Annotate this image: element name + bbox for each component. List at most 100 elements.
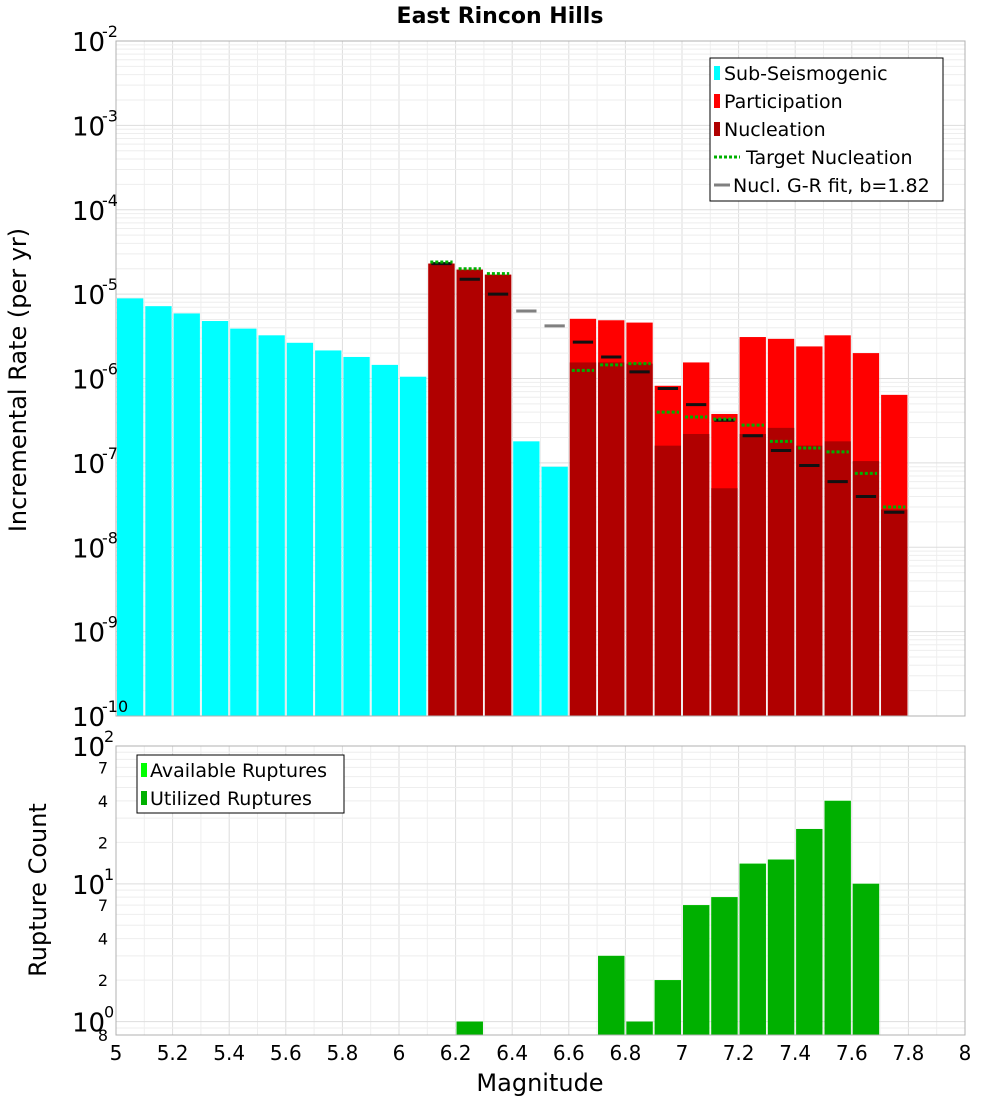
legend-label-nucleation: Nucleation	[724, 119, 826, 141]
nucleation-bar	[711, 488, 738, 716]
bottom-y-tick-base: 10	[72, 1009, 105, 1039]
sub-seismogenic-bar	[117, 298, 144, 716]
top-y-tick-base: 10	[72, 197, 105, 227]
top-y-tick-base: 10	[72, 112, 105, 142]
bottom-y-minor-tick: 4	[98, 930, 108, 949]
top-y-tick-base: 10	[72, 450, 105, 480]
legend-label-gr-fit: Nucl. G-R fit, b=1.82	[733, 175, 930, 197]
chart-title: East Rincon Hills	[397, 4, 604, 29]
utilized-ruptures-bar	[767, 859, 795, 1035]
bottom-legend-box	[136, 754, 345, 814]
sub-seismogenic-bar	[315, 350, 342, 716]
sub-seismogenic-bar	[343, 356, 370, 716]
top-y-tick: 10-8	[72, 528, 118, 564]
utilized-ruptures-bar	[626, 1021, 653, 1035]
nucleation-bar	[428, 263, 455, 716]
utilized-ruptures-bar	[796, 828, 823, 1035]
nucleation-bar	[824, 441, 851, 716]
nucleation-bar	[626, 363, 653, 716]
top-y-tick-exp: -6	[102, 360, 118, 379]
top-y-tick-base: 10	[72, 366, 105, 396]
legend-label-target-nucleation: Target Nucleation	[745, 147, 913, 169]
bottom-legend: Available Ruptures Utilized Ruptures	[136, 754, 345, 814]
nucleation-bar	[569, 362, 597, 716]
legend-swatch-available-ruptures	[141, 763, 147, 777]
top-legend: Sub-Seismogenic Participation Nucleation…	[709, 57, 944, 202]
top-y-tick-exp: -5	[102, 275, 118, 294]
top-y-tick-exp: -2	[102, 22, 118, 41]
legend-swatch-sub-seismogenic	[714, 66, 720, 80]
utilized-ruptures-bar	[739, 863, 766, 1035]
bottom-y-major-tick: 101	[72, 865, 114, 901]
sub-seismogenic-bar	[230, 328, 257, 716]
legend-swatch-participation	[714, 94, 720, 108]
utilized-ruptures-bar	[654, 980, 681, 1035]
bottom-y-axis-label: Rupture Count	[24, 803, 52, 977]
bottom-y-minor-tick: 4	[98, 792, 108, 811]
nucleation-bar	[881, 509, 908, 716]
top-y-tick-exp: -8	[102, 528, 118, 547]
x-tick-label: 5.6	[270, 1041, 302, 1065]
x-tick-label: 7.2	[723, 1041, 755, 1065]
top-y-tick-base: 10	[72, 703, 105, 733]
bottom-y-minor-tick: 7	[98, 896, 108, 915]
x-tick-label: 5.2	[157, 1041, 189, 1065]
top-y-tick-exp: -10	[102, 697, 128, 716]
bottom-y-major-tick: 102	[72, 727, 114, 763]
top-y-axis-label: Incremental Rate (per yr)	[4, 228, 32, 532]
nucleation-bar	[767, 427, 795, 716]
x-tick-label: 6	[393, 1041, 406, 1065]
sub-seismogenic-bar	[400, 376, 427, 716]
sub-seismogenic-bar	[513, 441, 540, 716]
x-tick-label: 6.8	[609, 1041, 641, 1065]
sub-seismogenic-bar	[258, 335, 285, 716]
sub-seismogenic-bar	[145, 306, 172, 716]
legend-swatch-utilized-ruptures	[141, 791, 147, 805]
top-y-tick: 10-3	[72, 106, 118, 142]
x-tick-label: 7.6	[836, 1041, 868, 1065]
bottom-y-minor-tick: 2	[98, 971, 108, 990]
bottom-y-major-tick: 100	[72, 1003, 114, 1039]
legend-label-utilized-ruptures: Utilized Ruptures	[150, 788, 312, 810]
nucleation-bar	[852, 461, 880, 716]
top-y-tick-exp: -4	[102, 191, 118, 210]
top-plot-frame	[115, 40, 966, 717]
sub-seismogenic-bar	[541, 466, 568, 716]
bottom-y-minor-tick: 7	[98, 758, 108, 777]
x-tick-label: 5	[110, 1041, 123, 1065]
top-y-tick: 10-9	[72, 613, 118, 649]
top-y-tick-base: 10	[72, 28, 105, 58]
top-y-tick-exp: -3	[102, 106, 118, 125]
top-y-tick-exp: -9	[102, 613, 118, 632]
x-tick-label: 5.8	[326, 1041, 358, 1065]
legend-swatch-nucleation	[714, 122, 720, 136]
bottom-plot-frame	[115, 745, 966, 1036]
x-tick-label: 5.4	[213, 1041, 245, 1065]
top-bars	[117, 263, 908, 716]
top-y-tick: 10-5	[72, 275, 118, 311]
sub-seismogenic-bar	[286, 342, 314, 716]
nucleation-bar	[683, 433, 710, 716]
utilized-ruptures-bar	[598, 955, 625, 1035]
bottom-y-tick-exp: 1	[104, 865, 114, 884]
top-y-tick-base: 10	[72, 281, 105, 311]
top-markers	[430, 260, 906, 514]
x-tick-label: 6.4	[496, 1041, 528, 1065]
nucleation-bar	[456, 269, 483, 716]
x-tick-labels: 5 5.2 5.4 5.6 5.8 6 6.2 6.4 6.6 6.8 7 7.2 7.4 7.6 7.8 8	[110, 1041, 972, 1065]
bottom-y-tick-base: 10	[72, 733, 105, 763]
top-y-tick: 10-7	[72, 444, 118, 480]
top-legend-box	[709, 57, 944, 202]
top-y-tick-base: 10	[72, 619, 105, 649]
bottom-y-tick-exp: 0	[104, 1003, 114, 1022]
x-tick-label: 7	[676, 1041, 689, 1065]
top-y-tick-base: 10	[72, 534, 105, 564]
bottom-bars	[456, 800, 880, 1035]
utilized-ruptures-bar	[683, 905, 710, 1035]
x-axis-label: Magnitude	[476, 1069, 603, 1097]
x-tick-label: 7.4	[779, 1041, 811, 1065]
top-y-tick: 10-10	[72, 697, 128, 733]
x-tick-label: 8	[959, 1041, 972, 1065]
